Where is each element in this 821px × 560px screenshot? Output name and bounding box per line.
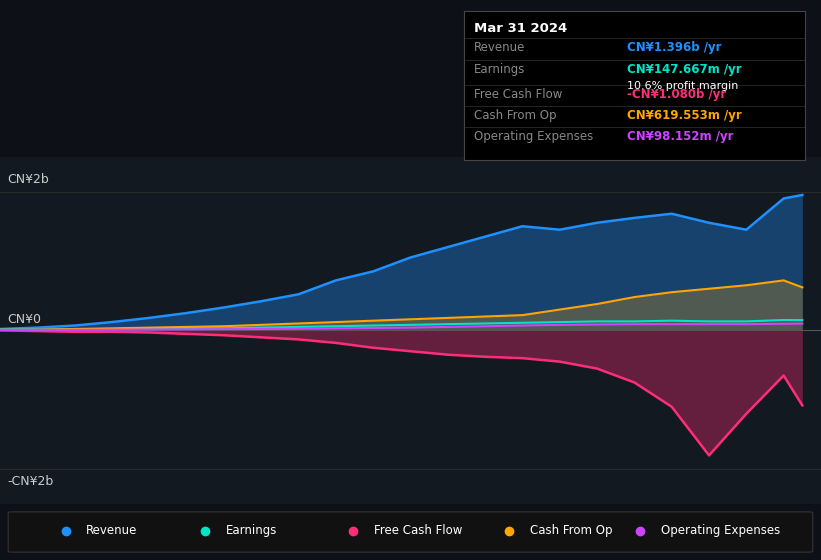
Text: -CN¥1.080b /yr: -CN¥1.080b /yr xyxy=(627,88,727,101)
Text: Revenue: Revenue xyxy=(86,524,138,538)
Text: -CN¥2b: -CN¥2b xyxy=(7,475,53,488)
Text: Earnings: Earnings xyxy=(226,524,277,538)
Text: Revenue: Revenue xyxy=(474,41,525,54)
Text: Operating Expenses: Operating Expenses xyxy=(474,130,594,143)
FancyBboxPatch shape xyxy=(8,512,813,552)
Text: Earnings: Earnings xyxy=(474,63,525,76)
Text: CN¥147.667m /yr: CN¥147.667m /yr xyxy=(627,63,742,76)
Text: Free Cash Flow: Free Cash Flow xyxy=(474,88,562,101)
Text: CN¥2b: CN¥2b xyxy=(7,173,49,186)
Text: Operating Expenses: Operating Expenses xyxy=(661,524,780,538)
Text: Cash From Op: Cash From Op xyxy=(474,109,557,122)
Text: CN¥98.152m /yr: CN¥98.152m /yr xyxy=(627,130,734,143)
Text: Free Cash Flow: Free Cash Flow xyxy=(374,524,462,538)
Text: Cash From Op: Cash From Op xyxy=(530,524,612,538)
Text: CN¥1.396b /yr: CN¥1.396b /yr xyxy=(627,41,722,54)
Text: CN¥0: CN¥0 xyxy=(7,313,42,326)
Text: 10.6% profit margin: 10.6% profit margin xyxy=(627,81,739,91)
Text: Mar 31 2024: Mar 31 2024 xyxy=(474,22,567,35)
Text: CN¥619.553m /yr: CN¥619.553m /yr xyxy=(627,109,742,122)
